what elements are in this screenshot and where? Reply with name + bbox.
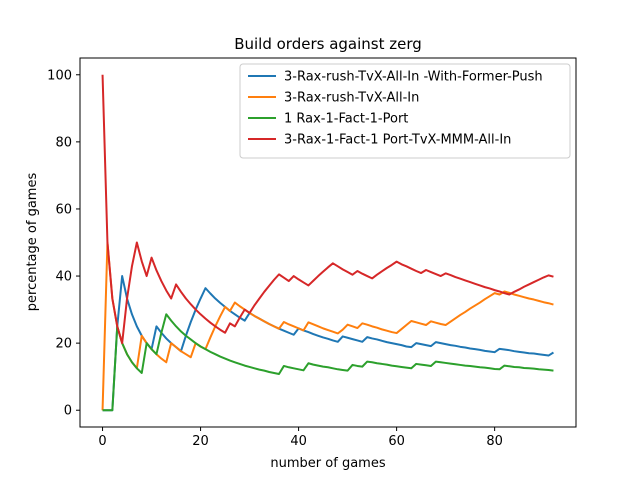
y-tick-label: 60 (55, 202, 72, 217)
x-tick-label: 0 (98, 434, 106, 449)
series-line-2 (101, 241, 554, 411)
y-tick-label: 40 (55, 270, 72, 285)
y-tick-label: 80 (55, 135, 72, 150)
axes-frame (79, 57, 577, 428)
x-tick-label: 40 (290, 434, 307, 449)
legend-label-4: 3-Rax-1-Fact-1 Port-TvX-MMM-All-In (284, 133, 511, 148)
legend-label-2: 3-Rax-rush-TvX-All-In (284, 91, 419, 106)
series-line-3 (102, 313, 554, 412)
x-tick-label: 60 (388, 434, 405, 449)
x-axis-label: number of games (270, 456, 385, 471)
legend: 3-Rax-rush-TvX-All-In -With-Former-Push 3… (239, 63, 571, 159)
legend-box (239, 63, 571, 159)
legend-label-1: 3-Rax-rush-TvX-All-In -With-Former-Push (284, 70, 543, 85)
series-line-4 (101, 74, 554, 345)
chart-title: Build orders against zerg (234, 35, 422, 53)
legend-label-3: 1 Rax-1-Fact-1-Port (284, 112, 408, 127)
y-tick-label: 100 (47, 68, 72, 83)
y-tick-label: 20 (55, 337, 72, 352)
x-tick-label: 20 (192, 434, 209, 449)
y-axis-label: percentage of games (25, 173, 40, 312)
x-tick-label: 80 (486, 434, 503, 449)
y-tick-label: 0 (64, 404, 72, 419)
plot-area: 0 20 40 60 80 0 20 40 60 80 100 (47, 57, 577, 449)
